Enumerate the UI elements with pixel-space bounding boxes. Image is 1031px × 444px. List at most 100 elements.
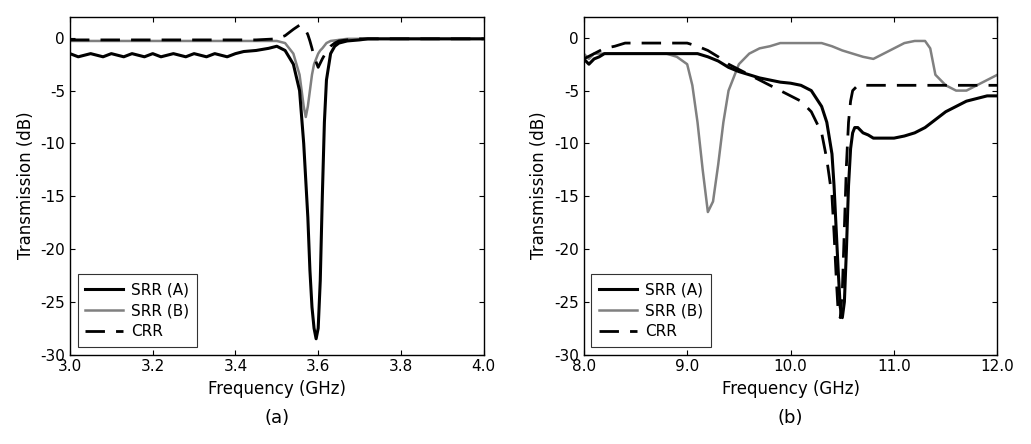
SRR (B) [980,77,993,83]
SRR (B) [300,115,312,120]
SRR (A) [302,214,314,220]
SRR (A) [341,38,354,44]
Legend: SRR (A), SRR (B), CRR: SRR (A), SRR (B), CRR [77,274,197,347]
SRR (B) [229,38,241,44]
Y-axis label: Transmission (dB): Transmission (dB) [531,112,548,259]
SRR (A) [991,93,1003,99]
SRR (B) [588,51,600,56]
SRR (B) [250,38,262,44]
SRR (A) [325,51,337,56]
SRR (B) [577,51,590,56]
SRR (B) [687,83,699,88]
SRR (B) [105,38,118,44]
SRR (B) [826,44,838,49]
SRR (A) [608,51,621,56]
SRR (B) [294,72,306,77]
SRR (A) [200,54,212,59]
CRR [325,44,337,49]
SRR (A) [333,40,345,46]
CRR [304,38,317,44]
SRR (B) [374,36,387,41]
SRR (B) [660,51,672,56]
SRR (B) [857,54,869,59]
SRR (B) [619,51,631,56]
CRR [64,37,76,43]
SRR (A) [754,75,766,81]
Legend: SRR (A), SRR (B), CRR: SRR (A), SRR (B), CRR [592,274,710,347]
SRR (B) [395,36,407,41]
SRR (B) [805,40,818,46]
SRR (A) [308,325,321,331]
SRR (A) [262,46,274,51]
SRR (A) [374,36,387,41]
SRR (A) [270,44,282,49]
SRR (B) [608,51,621,56]
SRR (B) [707,199,720,204]
SRR (B) [754,46,766,51]
SRR (B) [697,167,709,172]
SRR (A) [138,54,151,59]
SRR (B) [639,51,652,56]
SRR (B) [308,62,321,67]
CRR [298,24,310,30]
CRR [754,77,766,83]
CRR [302,32,314,37]
SRR (A) [457,36,469,41]
SRR (A) [477,36,490,41]
X-axis label: Frequency (GHz): Frequency (GHz) [208,380,345,398]
SRR (B) [785,40,797,46]
SRR (A) [395,36,407,41]
SRR (B) [743,51,756,56]
CRR [294,23,306,28]
SRR (B) [712,162,725,167]
CRR [329,40,341,46]
CRR [312,65,325,70]
CRR [105,37,118,43]
SRR (A) [208,51,221,56]
SRR (B) [85,38,97,44]
SRR (B) [415,36,428,41]
SRR (B) [795,40,807,46]
SRR (B) [188,38,200,44]
CRR [457,36,469,41]
CRR [300,28,312,33]
CRR [270,36,282,41]
SRR (B) [598,51,610,56]
SRR (B) [774,40,787,46]
CRR [188,37,200,43]
Line: SRR (A): SRR (A) [70,39,484,339]
CRR [321,49,333,54]
SRR (A) [362,36,374,41]
SRR (B) [306,72,319,77]
SRR (A) [167,51,179,56]
SRR (B) [877,51,890,56]
CRR [846,88,859,93]
SRR (B) [764,44,776,49]
SRR (A) [221,54,233,59]
SRR (B) [816,40,828,46]
SRR (A) [577,56,590,62]
SRR (A) [314,278,327,283]
SRR (B) [908,38,921,44]
SRR (A) [298,141,310,146]
CRR [317,56,329,62]
CRR [991,83,1003,88]
SRR (B) [718,119,730,125]
SRR (A) [72,54,85,59]
SRR (B) [288,51,300,56]
CRR [867,83,879,88]
SRR (A) [179,54,192,59]
CRR [288,27,300,32]
Text: (b): (b) [777,409,803,427]
SRR (B) [312,51,325,56]
SRR (A) [415,36,428,41]
CRR [306,46,319,51]
SRR (A) [97,54,109,59]
Text: (a): (a) [264,409,290,427]
SRR (B) [314,48,327,53]
CRR [743,72,756,77]
SRR (A) [838,299,851,305]
SRR (B) [208,38,221,44]
SRR (A) [85,51,97,56]
SRR (B) [723,88,735,93]
